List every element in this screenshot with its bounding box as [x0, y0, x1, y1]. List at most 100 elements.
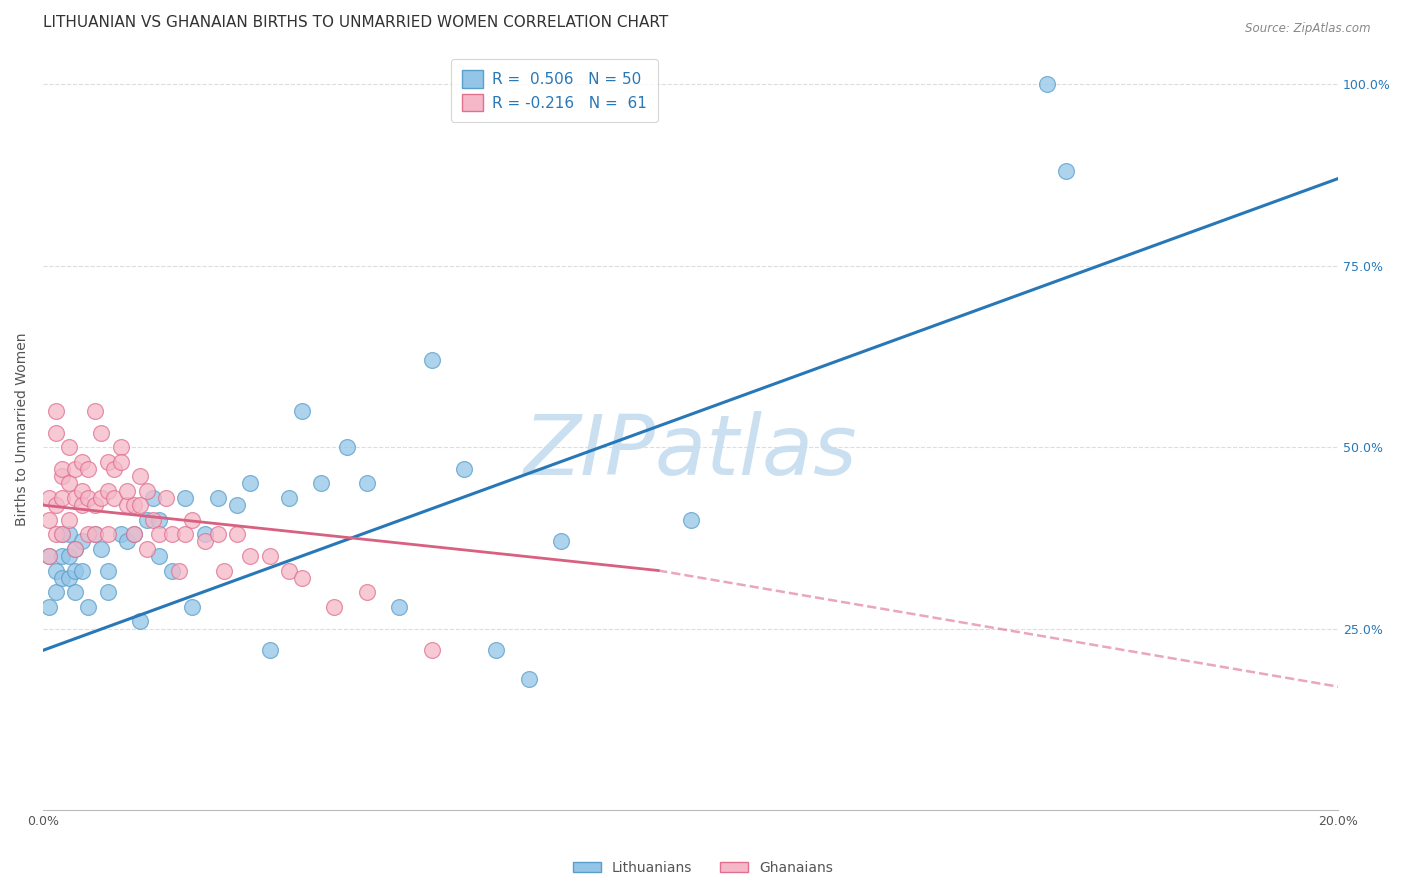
Point [239, 476, 262, 491]
Y-axis label: Births to Unmarried Women: Births to Unmarried Women [15, 332, 30, 525]
Text: ZIPatlas: ZIPatlas [524, 411, 858, 492]
Point [70, 455, 93, 469]
Point [148, 513, 170, 527]
Point [38, 491, 60, 505]
Point [83, 527, 105, 541]
Point [135, 483, 157, 498]
Point [226, 527, 249, 541]
Point [259, 549, 281, 563]
Point [142, 513, 165, 527]
Point [51, 571, 73, 585]
Point [97, 585, 120, 599]
Point [122, 527, 145, 541]
Point [485, 643, 508, 657]
Point [90, 541, 112, 556]
Point [77, 599, 100, 614]
Point [51, 527, 73, 541]
Point [65, 541, 87, 556]
Point [65, 491, 87, 505]
Point [278, 564, 301, 578]
Point [135, 541, 157, 556]
Point [115, 534, 138, 549]
Point [51, 549, 73, 563]
Point [122, 527, 145, 541]
Point [420, 353, 443, 368]
Point [1054, 164, 1077, 178]
Point [51, 527, 73, 541]
Point [162, 527, 184, 541]
Point [51, 491, 73, 505]
Point [83, 404, 105, 418]
Point [679, 513, 702, 527]
Point [356, 476, 378, 491]
Point [129, 498, 152, 512]
Point [58, 549, 80, 563]
Point [90, 491, 112, 505]
Point [58, 527, 80, 541]
Point [45, 498, 67, 512]
Point [311, 476, 333, 491]
Point [97, 564, 120, 578]
Point [155, 491, 177, 505]
Point [135, 513, 157, 527]
Point [103, 491, 125, 505]
Point [356, 585, 378, 599]
Point [207, 527, 229, 541]
Point [38, 549, 60, 563]
Point [194, 534, 217, 549]
Point [90, 425, 112, 440]
Point [70, 534, 93, 549]
Point [148, 527, 170, 541]
Point [167, 564, 190, 578]
Point [97, 527, 120, 541]
Point [115, 483, 138, 498]
Point [65, 462, 87, 476]
Point [259, 643, 281, 657]
Point [83, 498, 105, 512]
Point [110, 440, 132, 454]
Point [77, 462, 100, 476]
Point [226, 498, 249, 512]
Point [65, 585, 87, 599]
Point [38, 599, 60, 614]
Point [51, 462, 73, 476]
Point [336, 440, 359, 454]
Point [129, 469, 152, 483]
Point [97, 455, 120, 469]
Point [180, 513, 202, 527]
Point [45, 585, 67, 599]
Text: LITHUANIAN VS GHANAIAN BIRTHS TO UNMARRIED WOMEN CORRELATION CHART: LITHUANIAN VS GHANAIAN BIRTHS TO UNMARRI… [44, 15, 668, 30]
Point [97, 483, 120, 498]
Point [58, 476, 80, 491]
Point [517, 673, 540, 687]
Legend: Lithuanians, Ghanaians: Lithuanians, Ghanaians [568, 855, 838, 880]
Point [278, 491, 301, 505]
Point [453, 462, 475, 476]
Point [103, 462, 125, 476]
Point [45, 564, 67, 578]
Point [212, 564, 235, 578]
Point [239, 549, 262, 563]
Point [58, 571, 80, 585]
Point [122, 498, 145, 512]
Point [65, 564, 87, 578]
Point [180, 599, 202, 614]
Point [110, 527, 132, 541]
Point [162, 564, 184, 578]
Point [129, 615, 152, 629]
Point [77, 491, 100, 505]
Point [115, 498, 138, 512]
Point [70, 483, 93, 498]
Point [83, 527, 105, 541]
Point [207, 491, 229, 505]
Point [194, 527, 217, 541]
Point [45, 527, 67, 541]
Point [388, 599, 411, 614]
Point [142, 491, 165, 505]
Point [70, 498, 93, 512]
Point [77, 527, 100, 541]
Point [1036, 77, 1059, 91]
Point [38, 549, 60, 563]
Point [148, 549, 170, 563]
Point [58, 440, 80, 454]
